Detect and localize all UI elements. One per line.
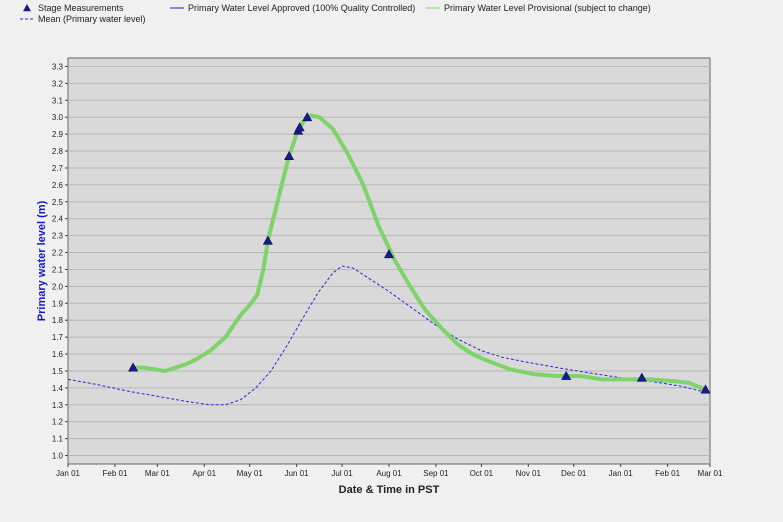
x-tick-label: Jan 01 (609, 469, 634, 478)
y-tick-label: 3.2 (52, 79, 64, 88)
legend-label: Primary Water Level Approved (100% Quali… (188, 3, 415, 13)
y-tick-label: 2.5 (52, 198, 64, 207)
y-axis-label: Primary water level (m) (36, 200, 48, 321)
stage-measurement-point (561, 370, 572, 380)
y-tick-label: 2.4 (52, 215, 64, 224)
legend-item: Primary Water Level Provisional (subject… (426, 3, 651, 13)
x-tick-label: Aug 01 (376, 469, 402, 478)
legend-label: Mean (Primary water level) (38, 14, 146, 24)
stage-measurement-point (128, 362, 139, 372)
y-tick-label: 2.8 (52, 147, 64, 156)
grid-lines (68, 65, 710, 457)
x-tick-label: Jan 01 (56, 469, 81, 478)
stage-measurement-point (302, 112, 313, 122)
y-tick-label: 2.2 (52, 249, 64, 258)
x-axis-label: Date & Time in PST (339, 484, 440, 496)
y-tick-label: 2.9 (52, 130, 64, 139)
stage-measurement-point (262, 235, 273, 245)
x-tick-label: Mar 01 (698, 469, 723, 478)
x-tick-label: Jun 01 (285, 469, 310, 478)
y-tick-label: 1.4 (52, 384, 64, 393)
provisional-water-level-line (131, 113, 708, 392)
y-tick-label: 3.0 (52, 113, 64, 122)
stage-measurement-point (700, 384, 711, 394)
x-tick-label: Mar 01 (145, 469, 170, 478)
y-tick-label: 2.6 (52, 181, 64, 190)
mean-water-level-line (67, 265, 709, 406)
y-tick-label: 3.1 (52, 96, 64, 105)
y-tick-label: 1.1 (52, 435, 64, 444)
y-tick-label: 1.2 (52, 418, 64, 427)
y-tick-label: 1.9 (52, 299, 64, 308)
x-tick-label: Sep 01 (423, 469, 449, 478)
legend-label: Primary Water Level Provisional (subject… (444, 3, 651, 13)
legend-triangle-icon (23, 4, 31, 12)
y-tick-label: 3.3 (52, 62, 64, 71)
chart-legend: Stage Measurements Primary Water Level Ap… (20, 3, 651, 24)
stage-measurement-point (636, 372, 647, 382)
y-tick-label: 1.7 (52, 333, 64, 342)
series-layer (67, 112, 711, 406)
stage-measurement-point (284, 150, 295, 161)
stage-measurement-point (294, 122, 305, 132)
stage-measurement-point (383, 249, 395, 259)
x-tick-label: May 01 (237, 469, 264, 478)
x-tick-label: Dec 01 (561, 469, 587, 478)
y-tick-label: 2.1 (52, 265, 64, 274)
x-tick-label: Nov 01 (516, 469, 542, 478)
y-tick-label: 1.3 (52, 401, 64, 410)
y-tick-label: 2.0 (52, 282, 64, 291)
x-tick-label: Jul 01 (331, 469, 353, 478)
y-tick-label: 2.7 (52, 164, 64, 173)
legend-label: Stage Measurements (38, 3, 124, 13)
x-tick-label: Feb 01 (102, 469, 127, 478)
legend-item: Mean (Primary water level) (20, 14, 146, 24)
y-tick-label: 1.6 (52, 350, 64, 359)
x-tick-label: Apr 01 (192, 469, 216, 478)
legend-item: Primary Water Level Approved (100% Quali… (170, 3, 415, 13)
y-tick-label: 1.5 (52, 367, 64, 376)
plot-area (67, 57, 711, 465)
axes: 1.0 1.1 1.2 1.3 1.4 1.5 1.6 1.7 1.8 1.9 2.0 2.1 2.2 2… (52, 62, 723, 478)
x-tick-label: Feb 01 (655, 469, 680, 478)
x-tick-label: Oct 01 (470, 469, 494, 478)
y-tick-label: 2.3 (52, 232, 64, 241)
y-tick-label: 1.0 (52, 452, 64, 461)
legend-item: Stage Measurements (23, 3, 124, 13)
y-tick-label: 1.8 (52, 316, 64, 325)
